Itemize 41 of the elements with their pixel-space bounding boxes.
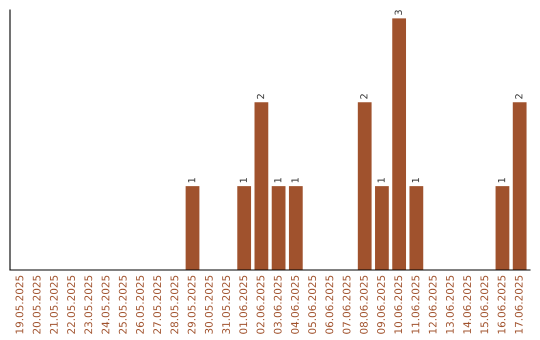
- x-tick-label: 27.05.2025: [153, 276, 162, 334]
- x-tick-label: 25.05.2025: [118, 276, 127, 334]
- x-tick-label: 26.05.2025: [136, 276, 144, 334]
- x-tick-label: 08.06.2025: [360, 276, 368, 334]
- x-tick-label: 10.06.2025: [394, 276, 402, 334]
- data-label: 1: [378, 178, 385, 182]
- x-tick-label: 05.06.2025: [308, 276, 316, 334]
- data-label: 2: [515, 94, 522, 99]
- x-tick-label: 16.06.2025: [498, 276, 506, 334]
- data-label: 3: [394, 10, 402, 15]
- x-tick-label: 11.06.2025: [412, 276, 420, 334]
- x-tick-label: 14.06.2025: [463, 276, 472, 334]
- x-tick-label: 03.06.2025: [274, 276, 282, 334]
- x-tick-label: 01.06.2025: [239, 276, 248, 334]
- data-label: 1: [188, 178, 196, 182]
- x-tick-label: 22.05.2025: [67, 276, 76, 334]
- data-label: 2: [256, 94, 264, 99]
- data-label: 1: [498, 178, 506, 182]
- x-tick-label: 19.05.2025: [15, 276, 24, 334]
- x-tick-label: 24.05.2025: [102, 276, 110, 334]
- x-tick-label: 15.06.2025: [480, 276, 488, 334]
- x-tick-label: 20.05.2025: [32, 276, 41, 334]
- data-label: 1: [240, 178, 247, 182]
- data-label: 2: [360, 94, 368, 99]
- x-tick-label: 17.06.2025: [514, 276, 523, 334]
- x-tick-label: 12.06.2025: [428, 276, 437, 334]
- x-tick-label: 29.05.2025: [188, 276, 196, 334]
- x-tick-label: 07.06.2025: [342, 276, 351, 334]
- data-label: 1: [412, 178, 420, 182]
- data-label: 1: [291, 178, 299, 182]
- x-tick-label: 13.06.2025: [446, 276, 454, 334]
- data-label: 1: [274, 178, 282, 182]
- x-tick-label: 04.06.2025: [290, 276, 299, 334]
- x-tick-label: 28.05.2025: [170, 276, 178, 334]
- x-tick-label: 21.05.2025: [50, 276, 58, 334]
- x-tick-label: 06.06.2025: [325, 276, 334, 334]
- x-tick-label: 23.05.2025: [84, 276, 92, 334]
- x-tick-label: 31.05.2025: [222, 276, 230, 334]
- x-tick-label: 30.05.2025: [204, 276, 213, 334]
- x-tick-label: 09.06.2025: [377, 276, 385, 334]
- x-tick-label: 02.06.2025: [256, 276, 264, 334]
